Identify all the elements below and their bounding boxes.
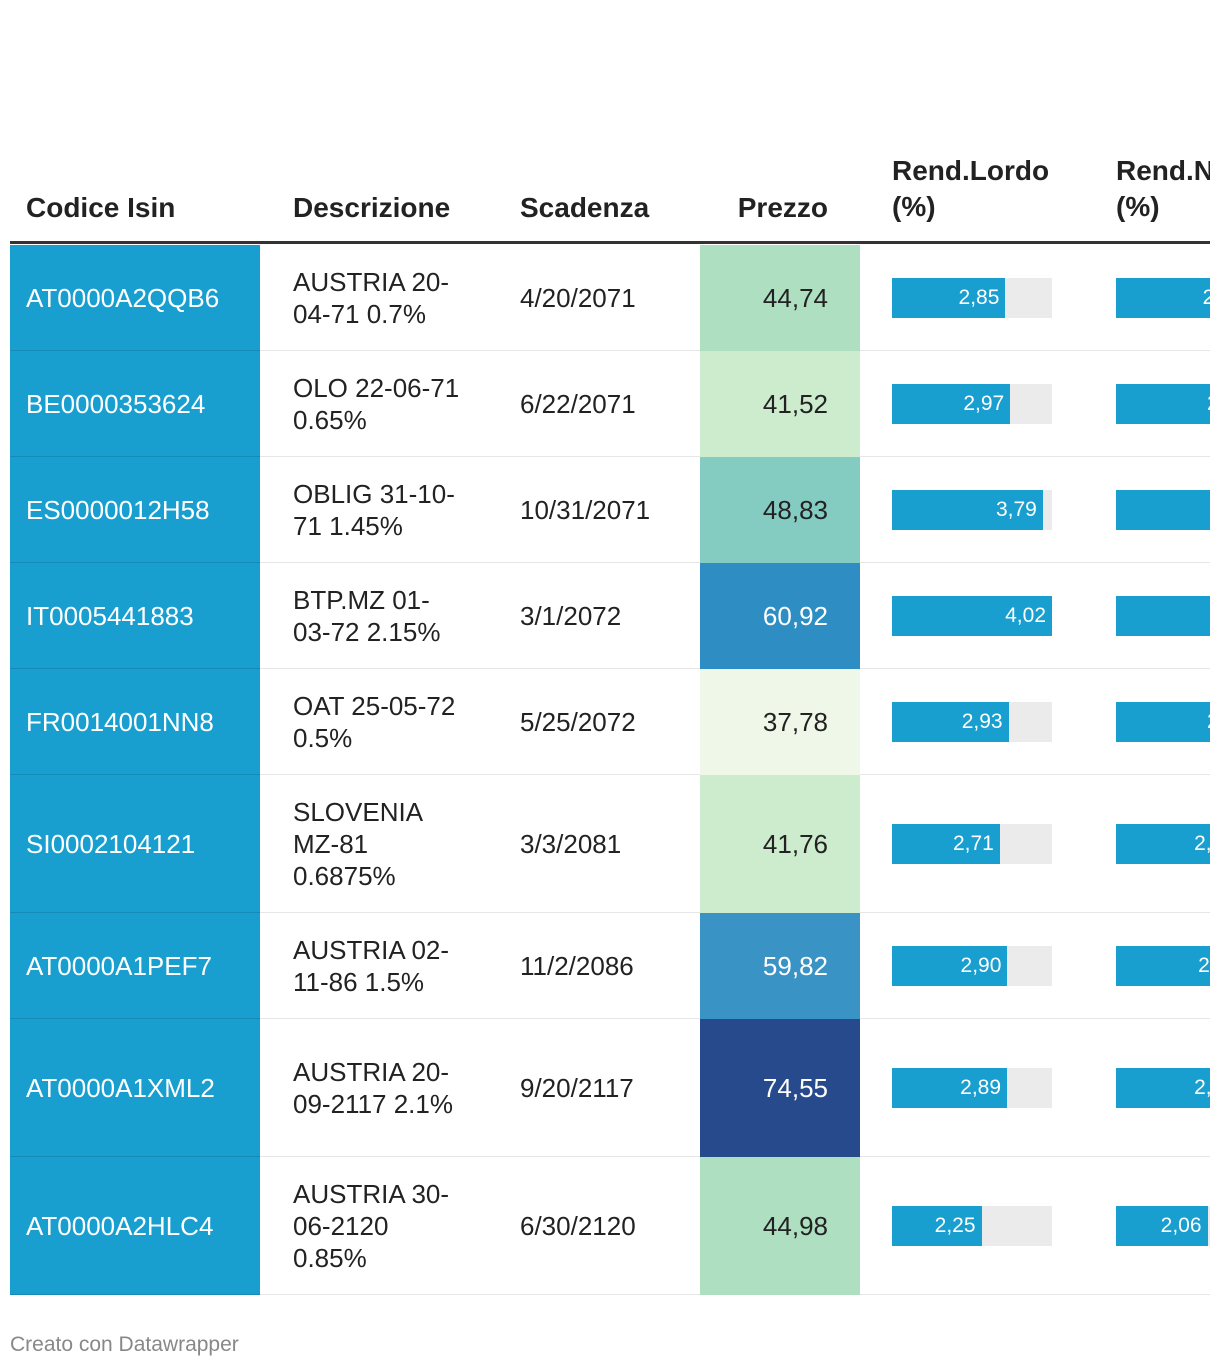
isin-cell: BE0000353624 (10, 351, 260, 457)
maturity-cell: 9/20/2117 (520, 1073, 634, 1103)
price-cell: 60,92 (700, 563, 860, 669)
yield-bar (1116, 702, 1210, 742)
price-cell: 37,78 (700, 669, 860, 775)
description-cell: BTP.MZ 01-03-72 2.15% (293, 585, 441, 647)
footer: Creato con Datawrapper (10, 1333, 239, 1356)
maturity-cell: 11/2/2086 (520, 951, 634, 981)
yield-label: 2,06 (1160, 1214, 1202, 1237)
maturity-cell: 5/25/2072 (520, 707, 636, 737)
yield-bar (892, 490, 1043, 530)
yield-label: 2,6 (1198, 954, 1210, 977)
maturity-cell: 4/20/2071 (520, 283, 636, 313)
yield-bar (892, 1068, 1008, 1108)
maturity-cell: 3/1/2072 (520, 601, 622, 631)
yield-bar (892, 702, 1009, 742)
description-cell: AUSTRIA 30-06-2120 0.85% (293, 1179, 450, 1273)
yield-bar (892, 824, 1000, 864)
column-header: Rend.N (%) (1116, 155, 1210, 222)
yield-label: 2,8 (1116, 384, 1210, 424)
isin-cell: AT0000A2QQB6 (10, 245, 260, 351)
yield-label: 2,5 (1194, 1076, 1210, 1099)
isin-cell: SI0002104121 (10, 775, 260, 913)
column-header: Descrizione (293, 192, 451, 223)
description-cell: OLO 22-06-71 0.65% (293, 373, 460, 435)
description-cell: AUSTRIA 20-04-71 0.7% (293, 267, 450, 329)
yield-bar (892, 946, 1008, 986)
isin-cell: AT0000A1XML2 (10, 1019, 260, 1157)
maturity-cell: 3/3/2081 (520, 829, 622, 859)
yield-label: 2,25 (934, 1214, 976, 1237)
isin-cell: AT0000A2HLC4 (10, 1157, 260, 1295)
description-cell: SLOVENIA MZ-81 0.6875% (293, 797, 422, 891)
yield-label: 3,79 (995, 498, 1037, 521)
price-cell: 48,83 (700, 457, 860, 563)
description-cell: AUSTRIA 02-11-86 1.5% (293, 935, 450, 997)
yield-bar (1116, 1068, 1210, 1108)
isin-cell: FR0014001NN8 (10, 669, 260, 775)
maturity-cell: 10/31/2071 (520, 495, 651, 525)
yield-label: 2,97 (963, 392, 1005, 415)
description-cell: OAT 25-05-72 0.5% (293, 691, 456, 753)
header-rule (10, 241, 1210, 244)
yield-bar (1116, 490, 1210, 530)
isin-cell: IT0005441883 (10, 563, 260, 669)
price-cell: 44,98 (700, 1157, 860, 1295)
price-cell: 41,52 (700, 351, 860, 457)
yield-bar (1116, 946, 1210, 986)
column-header: Codice Isin (26, 192, 176, 223)
yield-label: 2,71 (952, 832, 994, 855)
yield-bar (892, 1206, 982, 1246)
yield-bar (892, 278, 1006, 318)
description-cell: AUSTRIA 20-09-2117 2.1% (293, 1057, 453, 1119)
yield-label: 4,02 (1005, 604, 1046, 627)
yield-label: 2,85 (958, 286, 1000, 309)
yield-label: 2,5 (1194, 832, 1210, 855)
column-header: Prezzo (737, 192, 828, 223)
price-cell: 59,82 (700, 913, 860, 1019)
column-header: Rend.Lordo (%) (892, 155, 1050, 222)
maturity-cell: 6/30/2120 (520, 1211, 636, 1241)
price-cell: 74,55 (700, 1019, 860, 1157)
yield-label: 2,8 (1116, 702, 1210, 742)
yield-bar (1116, 596, 1210, 636)
maturity-cell: 6/22/2071 (520, 389, 636, 419)
yield-bar (1116, 824, 1210, 864)
isin-cell: AT0000A1PEF7 (10, 913, 260, 1019)
yield-label: 2,89 (960, 1076, 1002, 1099)
yield-bar (892, 384, 1011, 424)
yield-bar (1116, 278, 1210, 318)
yield-label: 2,7 (1202, 286, 1210, 309)
yield-label: 2,93 (961, 710, 1003, 733)
yield-bar (1116, 1206, 1208, 1246)
price-cell: 41,76 (700, 775, 860, 913)
yield-bar (1116, 384, 1210, 424)
yield-bar (892, 596, 1052, 636)
price-cell: 44,74 (700, 245, 860, 351)
isin-cell: ES0000012H58 (10, 457, 260, 563)
column-header: Scadenza (520, 192, 650, 223)
description-cell: OBLIG 31-10-71 1.45% (293, 479, 455, 541)
yield-label: 2,90 (960, 954, 1002, 977)
